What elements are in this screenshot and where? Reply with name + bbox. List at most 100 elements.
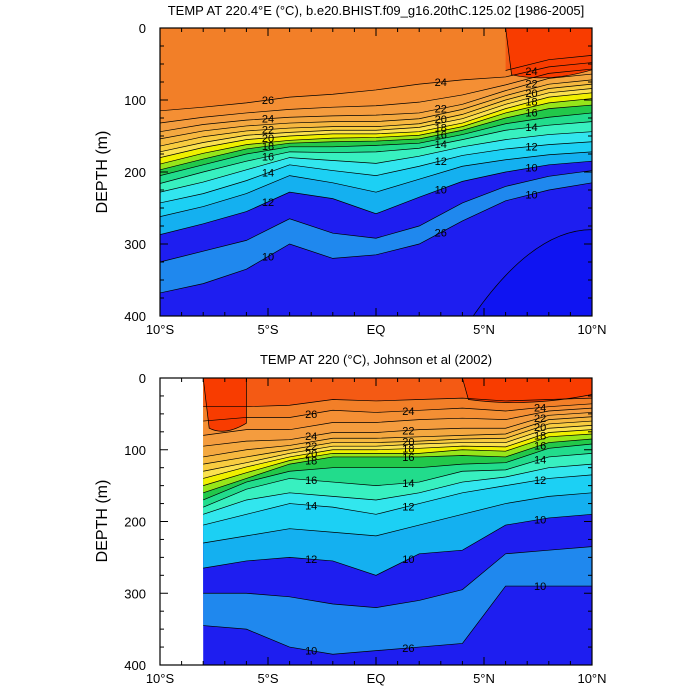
contour-label: 12 bbox=[262, 197, 274, 209]
isotherm-line bbox=[160, 73, 592, 133]
bottom-panel-y-axis-label: DEPTH (m) bbox=[94, 480, 111, 563]
isotherm-line bbox=[203, 513, 592, 576]
contour-label: 12 bbox=[402, 501, 414, 513]
contour-label: 16 bbox=[262, 152, 274, 164]
isotherm-line bbox=[203, 407, 592, 436]
bottom-panel-axes: 10°S 5°S EQ 5°N 10°N 0 100 200 300 400 bbox=[124, 371, 606, 686]
x-tick-label: 10°S bbox=[146, 322, 175, 337]
isotherm-line bbox=[203, 585, 592, 655]
contour-label: 26 bbox=[402, 643, 414, 655]
top-panel-isotherm-lines bbox=[160, 55, 592, 294]
isotherm-line bbox=[203, 429, 592, 479]
top-panel-title: TEMP AT 220.4°E (°C), b.e20.BHIST.f09_g1… bbox=[168, 3, 585, 18]
contour-label: 24 bbox=[525, 66, 537, 78]
isotherm-band bbox=[160, 28, 592, 111]
contour-label: 24 bbox=[534, 403, 546, 415]
contour-label: 14 bbox=[534, 455, 546, 467]
isotherm-line bbox=[203, 452, 592, 508]
contour-label: 22 bbox=[305, 441, 317, 453]
isotherm-line bbox=[160, 151, 592, 217]
y-tick-label: 400 bbox=[124, 658, 146, 673]
isotherm-line bbox=[203, 474, 592, 526]
isotherm-line bbox=[203, 492, 592, 544]
x-tick-label: 5°S bbox=[257, 671, 278, 686]
isotherm-line bbox=[160, 88, 592, 153]
x-tick-label: EQ bbox=[367, 322, 386, 337]
isotherm-line bbox=[160, 160, 592, 235]
top-panel-contour-labels: 2624222018161412102422201816141210262422… bbox=[262, 66, 538, 264]
contour-label: 24 bbox=[262, 114, 274, 126]
contour-label: 18 bbox=[525, 97, 537, 109]
contour-label: 14 bbox=[525, 122, 537, 134]
contour-label: 26 bbox=[435, 227, 447, 239]
contour-label: 20 bbox=[435, 114, 447, 126]
bottom-panel-isotherm-lines bbox=[203, 397, 592, 655]
y-tick-label: 0 bbox=[139, 21, 146, 36]
isotherm-line bbox=[160, 98, 592, 165]
x-tick-label: 5°S bbox=[257, 322, 278, 337]
contour-label: 18 bbox=[534, 430, 546, 442]
contour-label: 20 bbox=[262, 133, 274, 145]
isotherm-line bbox=[160, 141, 592, 204]
contour-label: 26 bbox=[305, 409, 317, 421]
top-panel: TEMP AT 220.4°E (°C), b.e20.BHIST.f09_g1… bbox=[94, 3, 607, 337]
top-panel-y-axis-label: DEPTH (m) bbox=[94, 131, 111, 214]
x-tick-label: 5°N bbox=[473, 322, 495, 337]
contour-label: 20 bbox=[402, 436, 414, 448]
contour-label: 16 bbox=[534, 440, 546, 452]
contour-label: 20 bbox=[534, 422, 546, 434]
isotherm-line bbox=[160, 131, 592, 193]
isotherm-line bbox=[160, 92, 592, 158]
y-tick-label: 200 bbox=[124, 515, 146, 530]
contour-label: 12 bbox=[534, 475, 546, 487]
isotherm-line bbox=[160, 170, 592, 263]
contour-label: 24 bbox=[402, 406, 414, 418]
contour-label: 10 bbox=[435, 184, 447, 196]
x-tick-label: 10°N bbox=[577, 671, 606, 686]
contour-label: 20 bbox=[305, 448, 317, 460]
bottom-panel-contour-labels: 2624222018161412102422201816141210262422… bbox=[305, 403, 546, 658]
contour-label: 22 bbox=[262, 125, 274, 137]
contour-label: 18 bbox=[305, 456, 317, 468]
isotherm-line bbox=[203, 397, 592, 408]
isotherm-line bbox=[160, 79, 592, 140]
isotherm-line bbox=[203, 546, 592, 608]
isotherm-line bbox=[160, 83, 592, 147]
contour-label: 22 bbox=[525, 78, 537, 90]
isotherm-line bbox=[203, 433, 592, 486]
bottom-panel-title: TEMP AT 220 (°C), Johnson et al (2002) bbox=[260, 352, 492, 367]
x-tick-label: 10°N bbox=[577, 322, 606, 337]
contour-label: 12 bbox=[435, 156, 447, 168]
contour-label: 20 bbox=[525, 88, 537, 100]
contour-label: 26 bbox=[262, 95, 274, 107]
contour-label: 10 bbox=[262, 252, 274, 264]
y-tick-label: 400 bbox=[124, 309, 146, 324]
isotherm-line bbox=[203, 420, 592, 465]
y-tick-label: 300 bbox=[124, 237, 146, 252]
contour-label: 22 bbox=[435, 104, 447, 116]
contour-label: 14 bbox=[262, 168, 274, 180]
y-tick-label: 100 bbox=[124, 93, 146, 108]
isotherm-line bbox=[203, 425, 592, 472]
isotherm-line bbox=[160, 62, 592, 112]
isotherm-line bbox=[160, 121, 592, 184]
contour-label: 14 bbox=[402, 478, 414, 490]
contour-label: 14 bbox=[305, 500, 317, 512]
contour-label: 16 bbox=[402, 452, 414, 464]
contour-label: 10 bbox=[534, 514, 546, 526]
isotherm-line bbox=[160, 112, 592, 176]
isotherm-line bbox=[203, 412, 592, 447]
contour-label: 10 bbox=[525, 189, 537, 201]
warm-pool bbox=[203, 378, 247, 432]
isotherm-line bbox=[203, 463, 592, 515]
x-tick-label: 10°S bbox=[146, 671, 175, 686]
contour-label: 22 bbox=[534, 413, 546, 425]
contour-label: 18 bbox=[262, 141, 274, 153]
isotherm-line bbox=[203, 403, 592, 422]
contour-label: 10 bbox=[525, 163, 537, 175]
y-tick-label: 100 bbox=[124, 443, 146, 458]
contour-label: 18 bbox=[435, 122, 447, 134]
contour-label: 12 bbox=[305, 554, 317, 566]
contour-label: 16 bbox=[435, 130, 447, 142]
